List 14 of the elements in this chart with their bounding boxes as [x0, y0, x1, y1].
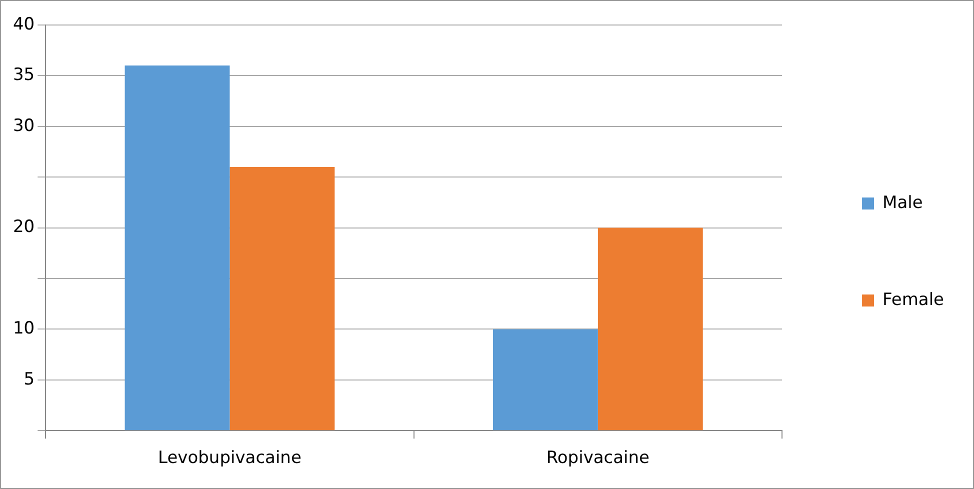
bar	[492, 329, 598, 430]
y-tick-label: 5	[24, 369, 35, 390]
bar	[230, 166, 335, 430]
legend-label: Female	[882, 290, 944, 310]
y-tick-label: 40	[12, 14, 35, 34]
bar	[124, 66, 230, 430]
y-tick-label: 10	[12, 318, 35, 339]
legend-label: Male	[882, 192, 923, 213]
y-tick-label: 20	[12, 217, 35, 238]
bar	[598, 228, 703, 430]
y-tick-label: 30	[12, 116, 35, 136]
x-tick-label: Levobupivacaine	[158, 448, 302, 468]
x-tick-label: Ropivacaine	[546, 448, 650, 468]
y-tick-label: 35	[12, 65, 35, 86]
